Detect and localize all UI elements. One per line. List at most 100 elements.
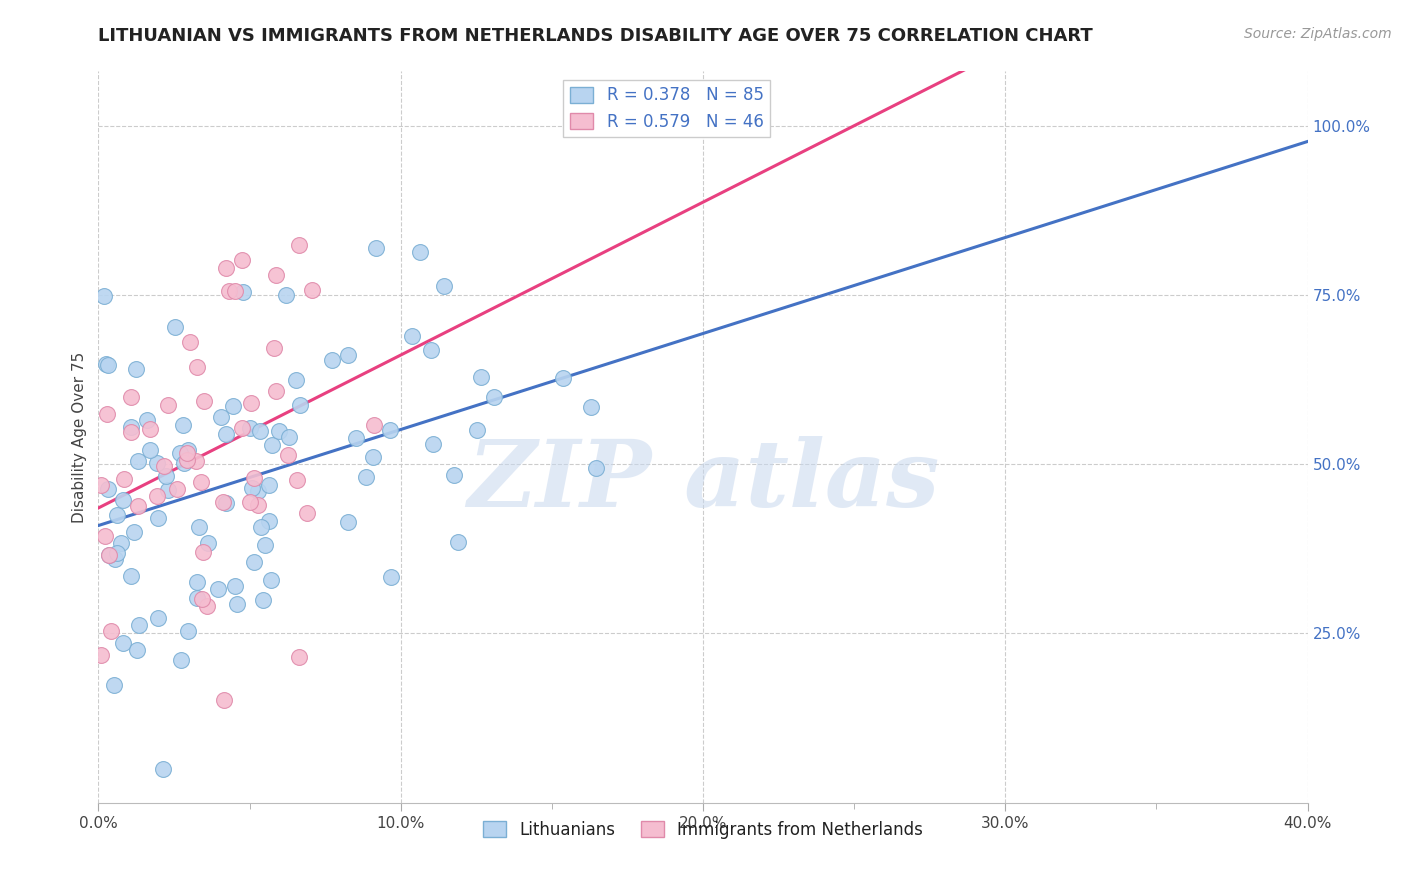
Point [231, 253, 253, 268]
Point [260, 437, 283, 451]
Point [249, 424, 271, 438]
Point [484, 390, 506, 404]
Point [93, 289, 115, 303]
Point [218, 284, 240, 298]
Point [94, 529, 117, 543]
Point [354, 470, 377, 484]
Point [295, 507, 318, 521]
Point [111, 636, 134, 650]
Point [247, 484, 270, 499]
Point [225, 597, 247, 611]
Point [408, 244, 430, 259]
Point [447, 534, 470, 549]
Point [135, 412, 157, 426]
Point [288, 649, 311, 664]
Point [195, 599, 218, 614]
Point [155, 469, 177, 483]
Point [120, 425, 142, 439]
Point [193, 545, 215, 559]
Point [105, 508, 128, 523]
Point [232, 285, 254, 299]
Point [148, 511, 170, 525]
Point [156, 483, 179, 497]
Point [125, 362, 148, 376]
Point [187, 520, 209, 534]
Point [239, 395, 262, 409]
Point [212, 495, 235, 509]
Point [278, 430, 301, 444]
Point [209, 409, 232, 424]
Point [277, 448, 299, 462]
Point [96, 407, 118, 421]
Point [112, 472, 135, 486]
Point [254, 538, 277, 552]
Point [94, 357, 117, 371]
Point [231, 420, 253, 434]
Point [90, 648, 112, 663]
Text: Source: ZipAtlas.com: Source: ZipAtlas.com [1244, 27, 1392, 41]
Point [97, 482, 120, 496]
Point [105, 546, 128, 560]
Point [285, 473, 308, 487]
Point [146, 611, 169, 625]
Point [242, 555, 264, 569]
Point [172, 418, 194, 433]
Point [364, 241, 387, 255]
Point [166, 482, 188, 496]
Point [243, 471, 266, 485]
Point [120, 568, 142, 582]
Point [125, 643, 148, 657]
Point [110, 536, 132, 550]
Point [186, 591, 208, 606]
Point [97, 358, 120, 372]
Point [257, 514, 280, 528]
Point [269, 425, 291, 439]
Point [401, 329, 423, 343]
Point [177, 624, 200, 638]
Point [380, 570, 402, 584]
Point [146, 489, 169, 503]
Point [240, 481, 263, 495]
Point [470, 369, 492, 384]
Point [90, 478, 112, 492]
Point [163, 320, 186, 334]
Point [100, 624, 122, 638]
Point [184, 454, 207, 468]
Point [177, 442, 200, 457]
Point [361, 450, 384, 465]
Point [285, 373, 308, 387]
Point [190, 475, 212, 490]
Point [197, 536, 219, 550]
Point [420, 343, 443, 357]
Point [378, 424, 401, 438]
Point [224, 579, 246, 593]
Point [422, 437, 444, 451]
Point [264, 384, 287, 398]
Point [585, 461, 607, 475]
Y-axis label: Disability Age Over 75: Disability Age Over 75 [72, 351, 87, 523]
Text: LITHUANIAN VS IMMIGRANTS FROM NETHERLANDS DISABILITY AGE OVER 75 CORRELATION CHA: LITHUANIAN VS IMMIGRANTS FROM NETHERLAND… [98, 27, 1094, 45]
Point [104, 552, 127, 566]
Point [127, 500, 149, 514]
Point [344, 431, 367, 445]
Point [290, 399, 312, 413]
Point [443, 468, 465, 483]
Point [179, 335, 201, 350]
Point [139, 422, 162, 436]
Point [176, 446, 198, 460]
Point [249, 520, 271, 534]
Point [336, 515, 359, 529]
Point [264, 268, 287, 282]
Point [127, 454, 149, 468]
Point [263, 342, 285, 356]
Point [170, 653, 193, 667]
Point [153, 458, 176, 473]
Point [157, 398, 180, 412]
Point [221, 400, 243, 414]
Point [215, 261, 238, 276]
Point [193, 393, 215, 408]
Point [239, 494, 262, 508]
Point [274, 287, 297, 301]
Point [288, 237, 311, 252]
Point [186, 359, 208, 374]
